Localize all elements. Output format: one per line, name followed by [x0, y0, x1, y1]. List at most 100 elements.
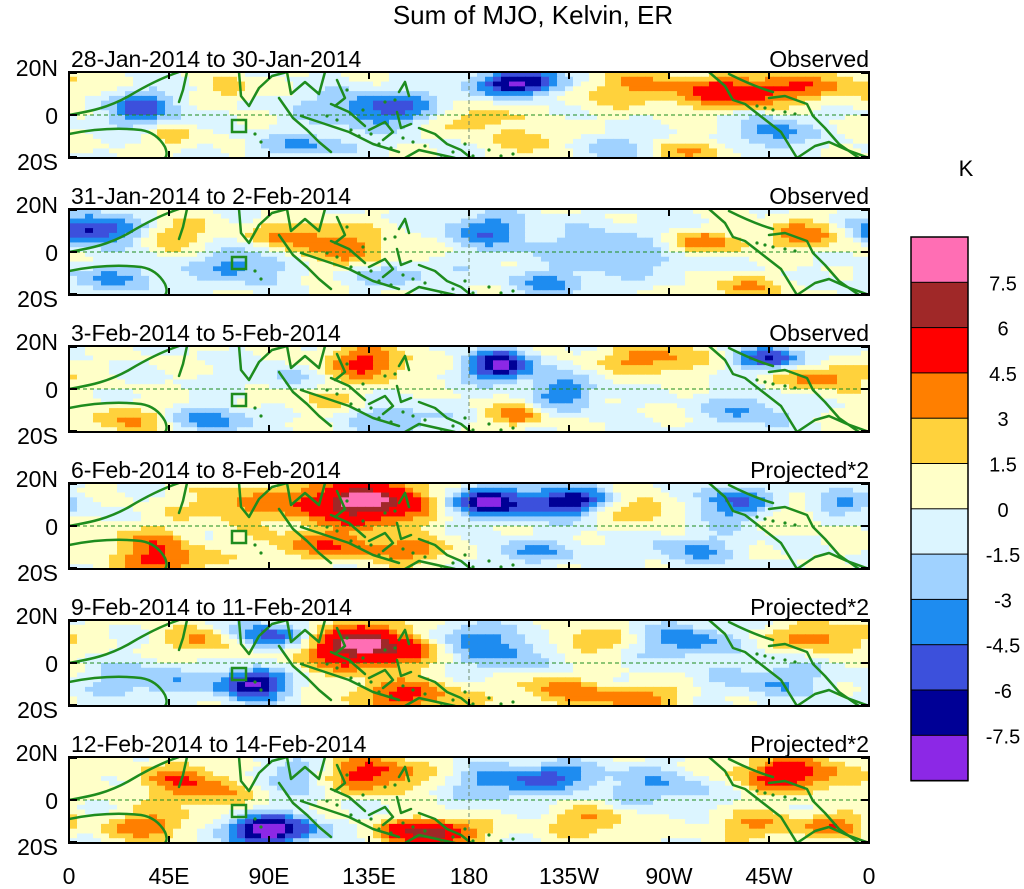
field-cell [117, 247, 126, 253]
field-cell [341, 280, 350, 287]
field-cell [349, 72, 358, 78]
field-cell [485, 237, 494, 244]
field-cell [541, 76, 550, 83]
field-cell [285, 209, 294, 215]
field-cell [725, 360, 734, 366]
field-cell [501, 81, 510, 87]
field-cell [421, 369, 430, 376]
field-cell [229, 119, 238, 126]
field-cell [349, 271, 358, 277]
field-cell [789, 76, 798, 83]
field-cell [437, 76, 446, 83]
field-cell [405, 232, 414, 239]
field-cell [133, 218, 142, 224]
field-cell [197, 232, 206, 239]
field-cell [493, 153, 502, 158]
field-cell [437, 374, 446, 381]
field-cell [525, 261, 534, 267]
field-cell [117, 261, 126, 267]
field-cell [77, 355, 86, 361]
field-cell [229, 389, 238, 395]
field-cell [853, 247, 862, 253]
field-cell [645, 285, 654, 291]
field-cell [773, 110, 782, 116]
field-cell [645, 153, 654, 158]
field-cell [189, 360, 198, 366]
field-cell [101, 280, 110, 287]
field-cell [709, 384, 718, 390]
field-cell [485, 95, 494, 102]
field-cell [141, 213, 150, 220]
field-cell [789, 261, 798, 267]
field-cell [453, 271, 462, 277]
field-cell [789, 218, 798, 224]
field-cell [469, 138, 478, 145]
field-cell [765, 143, 774, 150]
field-cell [477, 271, 486, 277]
field-cell [829, 237, 838, 244]
field-cell [669, 237, 678, 244]
field-cell [77, 95, 86, 102]
field-cell [645, 218, 654, 224]
field-cell [749, 153, 758, 158]
field-cell [197, 124, 206, 130]
field-cell [701, 365, 710, 371]
field-cell [805, 290, 814, 295]
field-cell [549, 266, 558, 272]
field-cell [477, 110, 486, 116]
field-cell [525, 393, 534, 400]
field-cell [629, 374, 638, 381]
field-cell [413, 256, 422, 263]
field-cell [613, 247, 622, 253]
field-cell [429, 124, 438, 130]
field-cell [469, 237, 478, 244]
field-cell [685, 138, 694, 145]
field-cell [501, 134, 510, 140]
field-cell [253, 398, 262, 404]
field-cell [437, 360, 446, 366]
field-cell [141, 232, 150, 239]
field-cell [485, 223, 494, 229]
field-cell [341, 218, 350, 224]
field-cell [237, 115, 246, 121]
field-cell [677, 379, 686, 385]
field-cell [653, 209, 662, 215]
field-cell [357, 110, 366, 116]
field-cell [477, 129, 486, 135]
field-cell [285, 100, 294, 107]
field-cell [301, 393, 310, 400]
field-cell [253, 105, 262, 111]
field-cell [477, 384, 486, 390]
field-cell [541, 213, 550, 220]
field-cell [269, 271, 278, 277]
field-cell [101, 350, 110, 357]
field-cell [477, 285, 486, 291]
field-cell [309, 115, 318, 121]
field-cell [645, 213, 654, 220]
field-cell [349, 115, 358, 121]
field-cell [517, 209, 526, 215]
field-cell [189, 228, 198, 234]
field-cell [773, 285, 782, 291]
field-cell [509, 384, 518, 390]
field-cell [861, 100, 869, 107]
field-cell [133, 228, 142, 234]
field-cell [565, 379, 574, 385]
field-cell [781, 242, 790, 248]
field-cell [125, 346, 134, 352]
field-cell [717, 384, 726, 390]
field-cell [853, 110, 862, 116]
field-cell [253, 365, 262, 371]
field-cell [237, 237, 246, 244]
field-cell [741, 369, 750, 376]
field-cell [741, 242, 750, 248]
field-cell [373, 247, 382, 253]
field-cell [373, 242, 382, 248]
field-cell [597, 138, 606, 145]
field-cell [229, 242, 238, 248]
field-cell [501, 242, 510, 248]
field-cell [261, 360, 270, 366]
field-cell [741, 95, 750, 102]
field-cell [221, 350, 230, 357]
field-cell [693, 266, 702, 272]
